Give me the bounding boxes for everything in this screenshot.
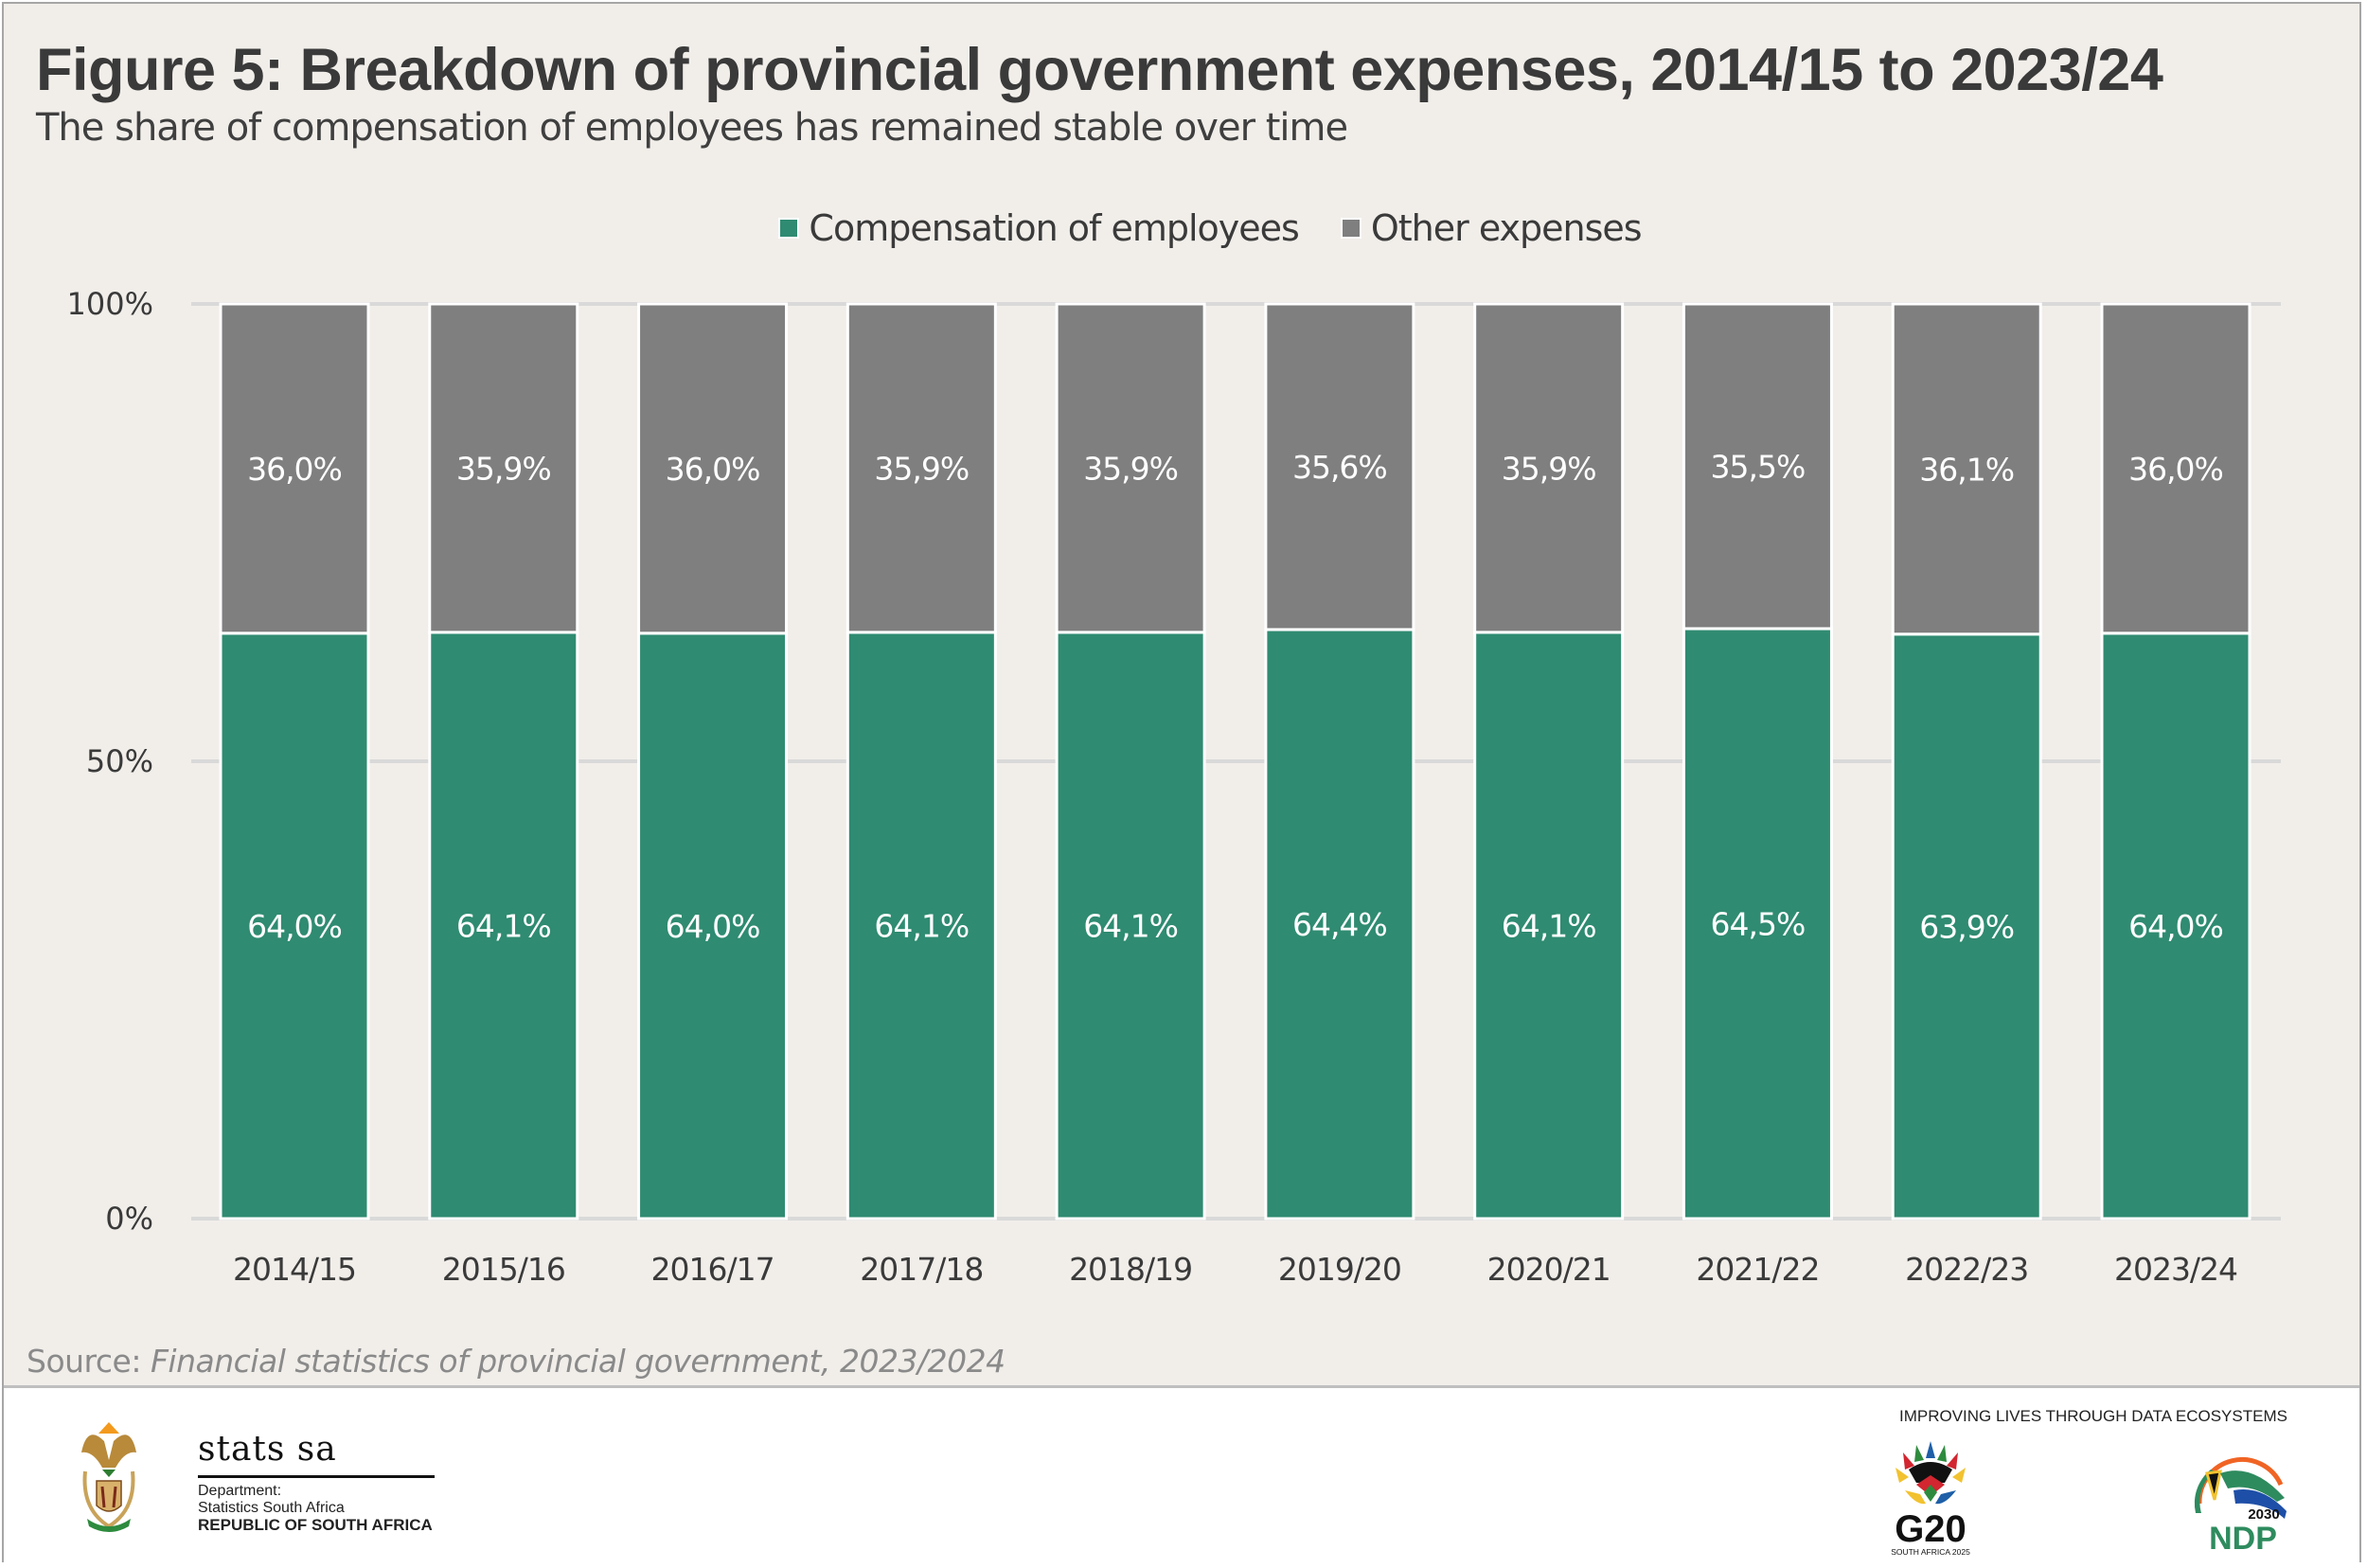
data-label-compensation: 64,0% — [247, 908, 342, 945]
coat-of-arms-icon — [81, 1422, 136, 1532]
data-label-compensation: 64,5% — [1711, 905, 1806, 942]
tagline: IMPROVING LIVES THROUGH DATA ECOSYSTEMS — [1899, 1407, 2287, 1425]
data-label-compensation: 64,4% — [1292, 906, 1387, 943]
bar-segment-other — [637, 302, 789, 635]
data-label-compensation: 64,1% — [1502, 907, 1596, 944]
legend: Compensation of employees Other expenses — [4, 207, 2359, 249]
data-label-compensation: 64,0% — [2128, 908, 2223, 945]
bar-segment-other — [1264, 302, 1415, 632]
legend-swatch-other — [1340, 218, 1361, 239]
x-tick-label: 2021/22 — [1696, 1251, 1819, 1288]
y-tick-label: 100% — [67, 286, 153, 322]
bar-segment-compensation — [1682, 627, 1833, 1221]
data-label-compensation: 63,9% — [1919, 908, 2014, 945]
bar-segment-compensation — [637, 632, 789, 1221]
source-prefix: Source: — [27, 1343, 151, 1380]
data-label-compensation: 64,0% — [666, 908, 760, 945]
ndp-year: 2030 — [2248, 1506, 2279, 1523]
bar-segment-compensation — [2100, 632, 2251, 1221]
bar-segment-compensation — [219, 632, 370, 1221]
chart-panel: Figure 5: Breakdown of provincial govern… — [4, 4, 2359, 1388]
ndp-2030-logo-icon: 2030 NDP — [2194, 1457, 2287, 1551]
department-block: Department: Statistics South Africa REPU… — [198, 1483, 433, 1534]
x-tick-label: 2016/17 — [651, 1251, 774, 1288]
data-label-other: 35,9% — [874, 450, 969, 487]
ndp-text: NDP — [2209, 1521, 2277, 1551]
footer: stats sa Department: Statistics South Af… — [4, 1388, 2359, 1562]
data-label-other: 36,0% — [2128, 451, 2223, 488]
bar-segment-other — [1682, 302, 1833, 631]
x-tick-label: 2017/18 — [860, 1251, 983, 1288]
data-label-compensation: 64,1% — [1083, 907, 1178, 944]
bar-segment-other — [845, 302, 997, 634]
x-tick-label: 2023/24 — [2114, 1251, 2237, 1288]
source-text: Financial statistics of provincial gover… — [150, 1343, 1006, 1380]
dept-line-1: Department: — [198, 1483, 282, 1499]
legend-item-other: Other expenses — [1340, 207, 1643, 249]
x-tick-label: 2020/21 — [1487, 1251, 1611, 1288]
bar-segment-other — [1891, 302, 2042, 636]
x-tick-label: 2019/20 — [1278, 1251, 1401, 1288]
g20-text: G20 — [1895, 1508, 1967, 1550]
legend-label-other: Other expenses — [1370, 207, 1643, 249]
data-label-other: 35,9% — [1083, 450, 1178, 487]
bar-segment-compensation — [1055, 631, 1206, 1221]
wordmark-rule — [198, 1475, 435, 1478]
data-label-other: 35,6% — [1292, 449, 1387, 486]
y-tick-label: 0% — [105, 1201, 153, 1237]
legend-label-compensation: Compensation of employees — [809, 207, 1299, 249]
bar-segment-other — [1055, 302, 1206, 634]
g20-logo-icon: G20 SOUTH AFRICA 2025 — [1891, 1441, 1970, 1557]
legend-swatch-compensation — [778, 218, 800, 239]
data-label-other: 35,9% — [1502, 450, 1596, 487]
bar-segment-other — [428, 302, 579, 634]
bar-segment-other — [219, 302, 370, 635]
bar-segment-other — [2100, 302, 2251, 635]
data-label-other: 36,1% — [1919, 451, 2014, 488]
legend-item-compensation: Compensation of employees — [778, 207, 1300, 249]
stacked-bar-chart: 0% 50% 100% 64,0% 36,0% 2014/15 64,1% 35,9% 2015… — [67, 286, 2281, 1288]
source-note: Source: Financial statistics of provinci… — [27, 1343, 1006, 1380]
chart-subtitle: The share of compensation of employees h… — [36, 106, 1348, 150]
x-tick-label: 2014/15 — [233, 1251, 356, 1288]
x-tick-label: 2015/16 — [442, 1251, 565, 1288]
dept-line-3: REPUBLIC OF SOUTH AFRICA — [198, 1516, 433, 1534]
stats-sa-wordmark: stats sa — [198, 1430, 337, 1469]
data-label-compensation: 64,1% — [456, 907, 551, 944]
data-label-other: 36,0% — [666, 451, 760, 488]
bar-segment-compensation — [1891, 633, 2042, 1221]
data-label-other: 35,9% — [456, 450, 551, 487]
y-tick-label: 50% — [86, 743, 153, 779]
data-label-compensation: 64,1% — [874, 907, 969, 944]
chart-title: Figure 5: Breakdown of provincial govern… — [36, 37, 2163, 103]
data-label-other: 35,5% — [1711, 448, 1806, 485]
g20-subtext: SOUTH AFRICA 2025 — [1891, 1547, 1970, 1557]
data-label-other: 36,0% — [247, 451, 342, 488]
x-tick-label: 2022/23 — [1905, 1251, 2028, 1288]
dept-line-2: Statistics South Africa — [198, 1500, 345, 1516]
x-tick-label: 2018/19 — [1069, 1251, 1192, 1288]
bar-segment-other — [1473, 302, 1625, 634]
bar-segment-compensation — [845, 631, 997, 1221]
